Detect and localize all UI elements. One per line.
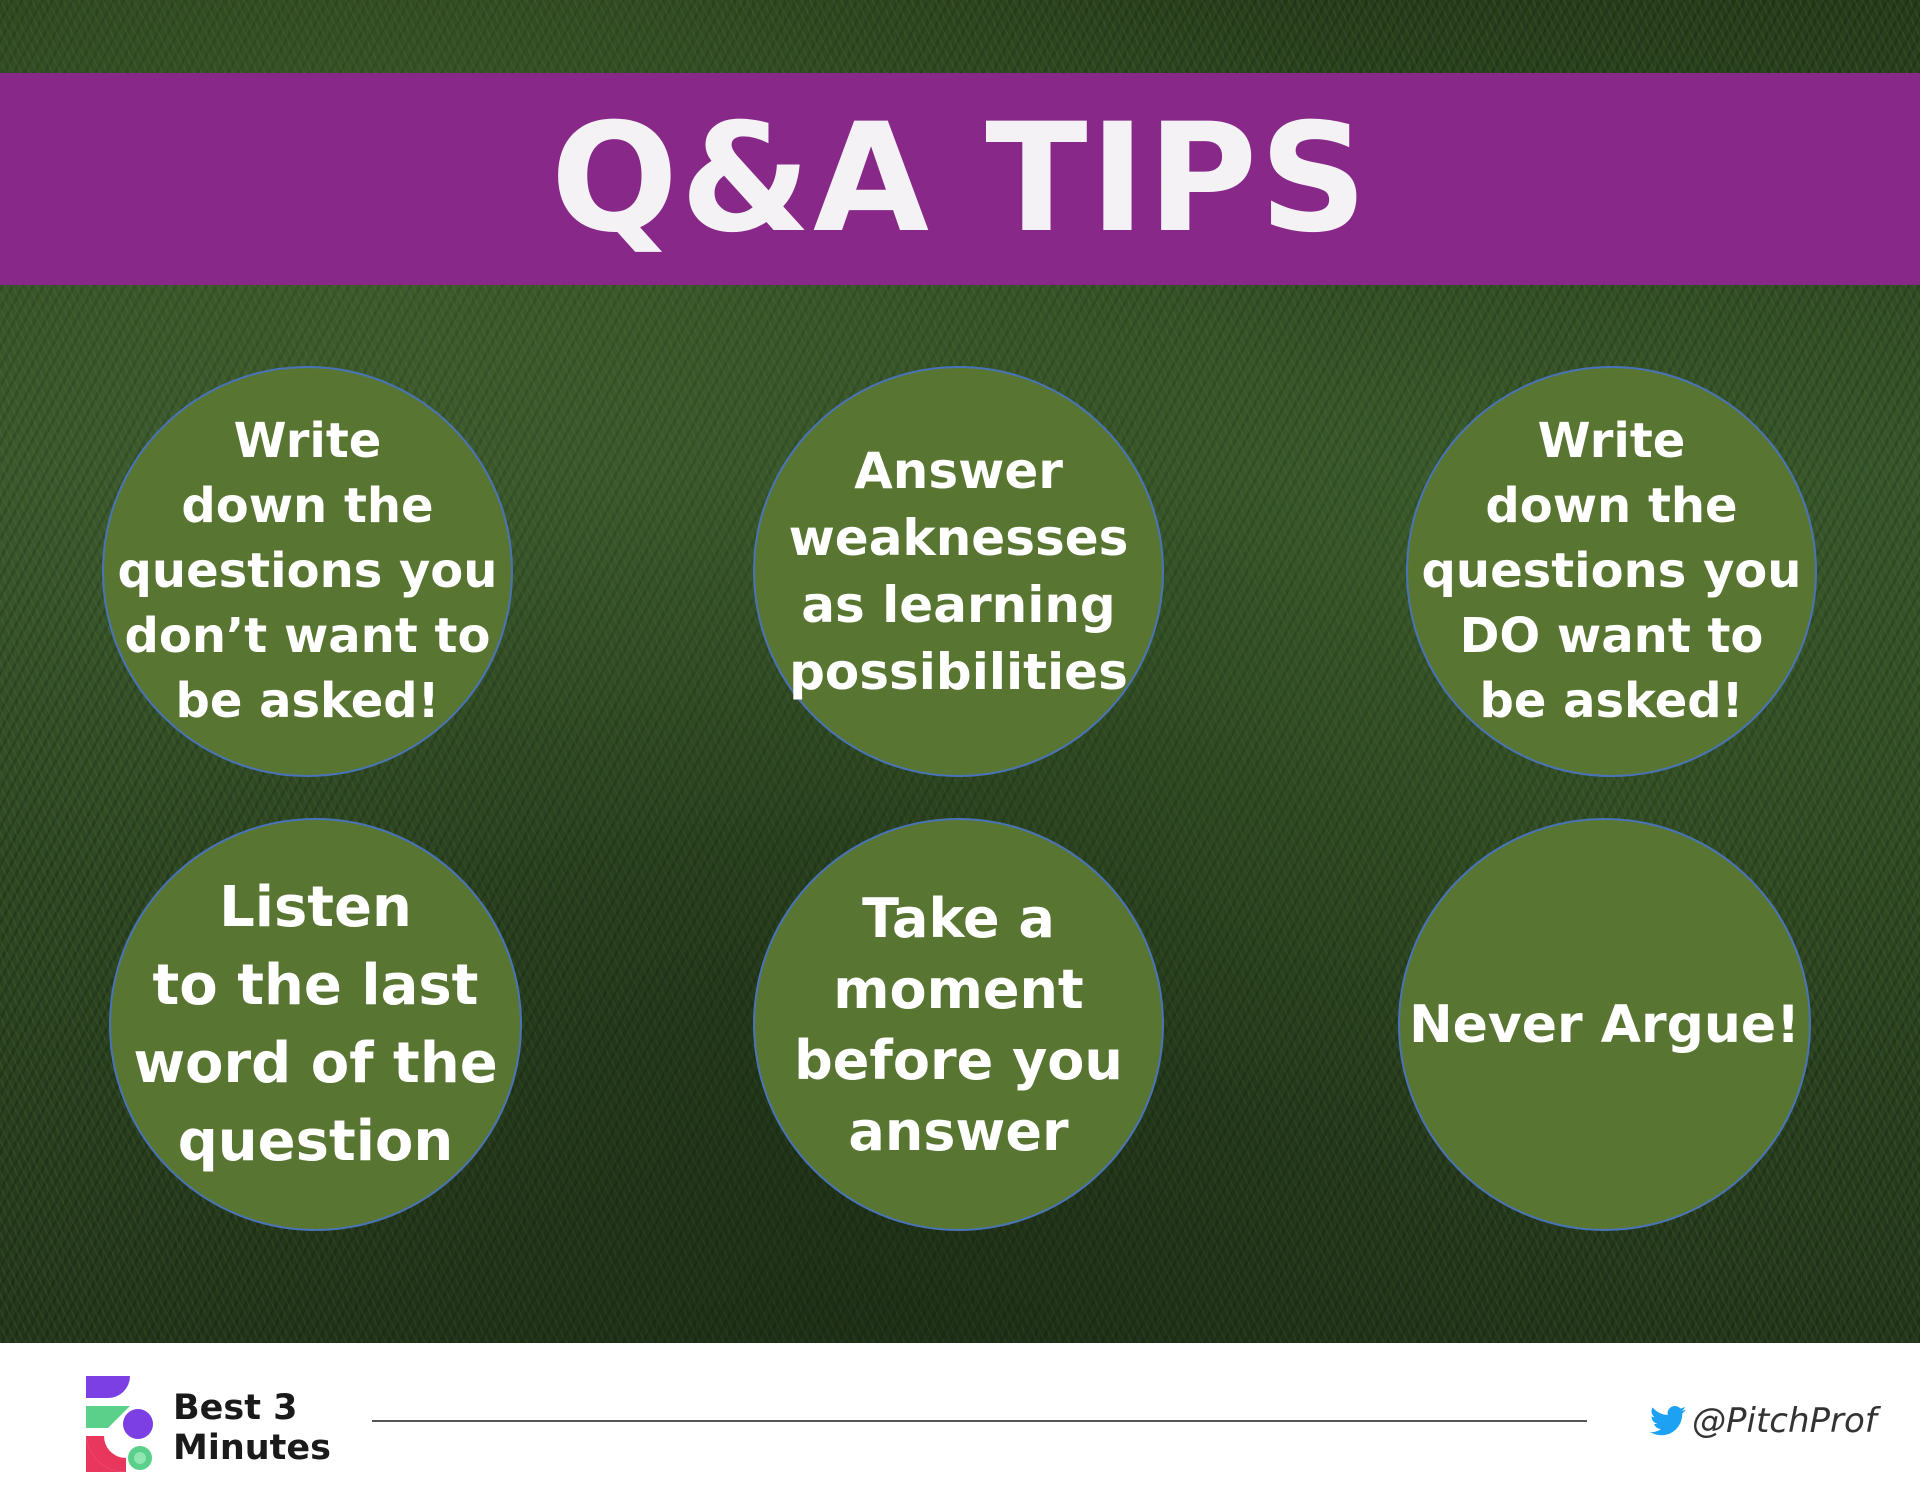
tip-text: Write down the questions you DO want to … xyxy=(1421,413,1802,729)
tip-circle-never-argue: Never Argue! xyxy=(1398,818,1811,1231)
footer: Best 3 Minutes @PitchProf xyxy=(0,1343,1920,1500)
page-title: Q&A TIPS xyxy=(550,92,1370,266)
brand-line-1: Best 3 xyxy=(173,1388,298,1428)
tip-circle-take-a-moment: Take a moment before you answer xyxy=(753,818,1164,1231)
tip-text: Listen to the last word of the question xyxy=(133,874,498,1174)
footer-divider xyxy=(372,1420,1587,1422)
brand-line-2: Minutes xyxy=(173,1428,331,1468)
twitter-bird-icon xyxy=(1650,1406,1686,1436)
best-3-minutes-logo xyxy=(86,1376,153,1472)
tip-text: Never Argue! xyxy=(1409,994,1800,1055)
tip-text: Answer weaknesses as learning possibilit… xyxy=(788,441,1129,701)
tip-circle-answer-weaknesses: Answer weaknesses as learning possibilit… xyxy=(753,366,1164,777)
tip-circle-write-dont-want: Write down the questions you don’t want … xyxy=(102,366,513,777)
title-banner: Q&A TIPS xyxy=(0,73,1920,285)
tip-text: Take a moment before you answer xyxy=(794,886,1123,1163)
tip-text: Write down the questions you don’t want … xyxy=(117,413,498,729)
tip-circle-write-do-want: Write down the questions you DO want to … xyxy=(1406,366,1817,777)
social-handle: @PitchProf xyxy=(1650,1399,1877,1443)
brand-name: Best 3 Minutes xyxy=(173,1388,331,1468)
twitter-handle[interactable]: @PitchProf xyxy=(1692,1401,1877,1441)
tip-circle-listen: Listen to the last word of the question xyxy=(109,818,522,1231)
